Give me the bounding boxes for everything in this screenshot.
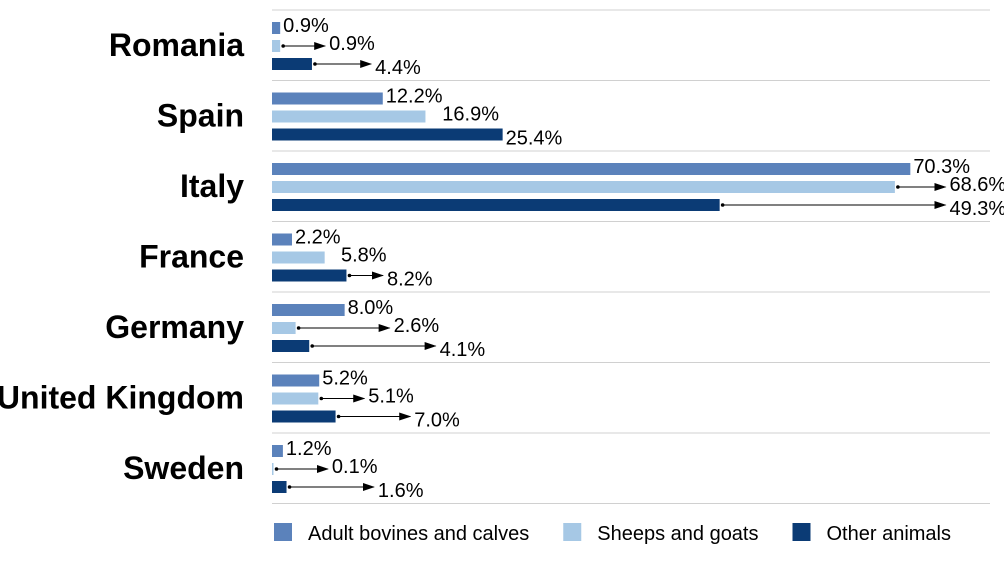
bar-adult-bovines-and-calves <box>272 304 345 316</box>
category-label-romania: Romania <box>109 27 244 63</box>
bar-sheeps-and-goats <box>272 392 319 405</box>
bar-sheeps-and-goats <box>272 40 281 52</box>
data-label-adult-bovines-and-calves: 70.3% <box>913 156 970 178</box>
data-label-adult-bovines-and-calves: 1.2% <box>286 438 332 460</box>
data-label-sheeps-and-goats: 2.6% <box>394 315 440 337</box>
category-label-italy: Italy <box>180 168 244 204</box>
data-label-adult-bovines-and-calves: 8.0% <box>348 297 394 319</box>
category-label-united-kingdom: United Kingdom <box>0 380 244 416</box>
data-label-adult-bovines-and-calves: 12.2% <box>386 86 443 108</box>
bar-adult-bovines-and-calves <box>272 445 283 457</box>
legend-label-other-animals: Other animals <box>827 523 952 545</box>
category-label-spain: Spain <box>157 98 244 134</box>
bar-adult-bovines-and-calves <box>272 92 383 105</box>
bar-other-animals <box>272 340 310 352</box>
bar-adult-bovines-and-calves <box>272 374 320 387</box>
data-label-sheeps-and-goats: 0.9% <box>329 33 375 55</box>
bar-other-animals <box>272 269 347 282</box>
category-label-germany: Germany <box>105 309 244 345</box>
data-label-other-animals: 4.4% <box>375 57 421 79</box>
data-label-other-animals: 8.2% <box>387 269 433 291</box>
legend-label-adult-bovines-and-calves: Adult bovines and calves <box>308 523 529 545</box>
data-label-sheeps-and-goats: 68.6% <box>950 174 1004 196</box>
bar-other-animals <box>272 199 720 211</box>
data-label-other-animals: 1.6% <box>378 480 424 502</box>
bar-adult-bovines-and-calves <box>272 233 292 246</box>
legend-swatch-other-animals <box>792 523 811 541</box>
data-label-sheeps-and-goats: 0.1% <box>332 456 378 478</box>
legend-swatch-adult-bovines-and-calves <box>274 523 292 541</box>
data-label-other-animals: 4.1% <box>440 339 486 361</box>
bar-other-animals <box>272 410 336 423</box>
bar-sheeps-and-goats <box>272 322 296 334</box>
data-label-other-animals: 7.0% <box>414 410 460 432</box>
bar-adult-bovines-and-calves <box>272 22 281 34</box>
data-label-adult-bovines-and-calves: 5.2% <box>322 368 368 390</box>
data-label-adult-bovines-and-calves: 2.2% <box>295 227 341 249</box>
bar-adult-bovines-and-calves <box>272 163 911 175</box>
bar-sheeps-and-goats <box>272 251 325 264</box>
bar-other-animals <box>272 481 287 493</box>
bar-other-animals <box>272 58 312 70</box>
legend-swatch-sheeps-and-goats <box>563 523 582 541</box>
data-label-other-animals: 49.3% <box>950 198 1004 220</box>
bar-sheeps-and-goats <box>272 110 426 123</box>
legend-label-sheeps-and-goats: Sheeps and goats <box>597 523 758 545</box>
data-label-other-animals: 25.4% <box>506 128 563 150</box>
data-label-sheeps-and-goats: 5.8% <box>341 245 387 267</box>
bar-sheeps-and-goats <box>272 463 274 475</box>
data-label-adult-bovines-and-calves: 0.9% <box>283 15 329 37</box>
bar-sheeps-and-goats <box>272 181 895 193</box>
category-label-france: France <box>139 239 244 275</box>
data-label-sheeps-and-goats: 5.1% <box>368 386 414 408</box>
data-label-sheeps-and-goats: 16.9% <box>442 104 499 126</box>
category-label-sweden: Sweden <box>123 450 244 486</box>
bar-other-animals <box>272 128 503 141</box>
